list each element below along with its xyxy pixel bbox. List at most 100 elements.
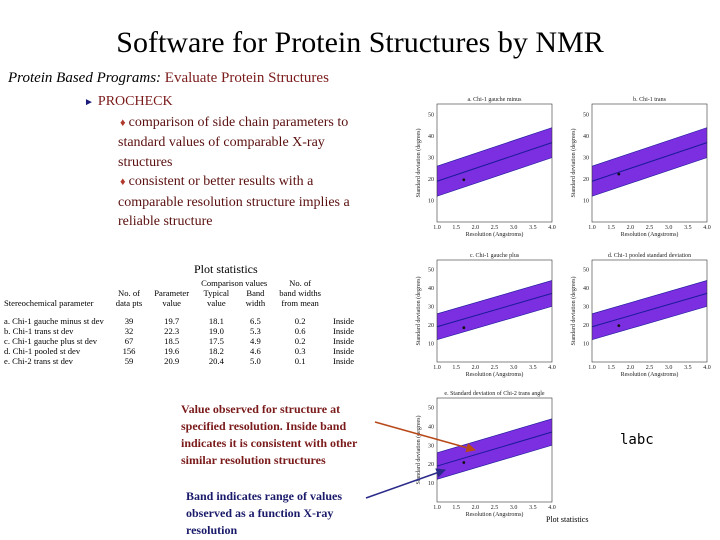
x-tick-label: 2.5 [491,505,499,511]
plot-frame [436,259,553,363]
plot-frame [436,103,553,223]
structure-point [617,172,621,176]
y-axis-label: Standard deviation (degrees) [570,129,577,198]
band-upper-line [591,127,708,167]
x-tick-label: 4.0 [548,225,556,231]
bullet-arrow-icon: ► [84,97,94,108]
y-tick-label: 10 [583,199,589,205]
y-tick-label: 10 [583,341,589,347]
x-tick-label: 3.0 [510,365,518,371]
band-lower-line [591,157,708,197]
y-tick-label: 50 [428,405,434,411]
plot-statistics-title: Plot statistics [194,262,258,276]
y-tick-label: 20 [583,177,589,183]
x-tick-label: 1.5 [452,365,460,371]
band-lower-line [436,157,553,197]
band-upper-line [591,280,708,315]
y-tick-label: 30 [428,443,434,449]
y-tick-label: 40 [583,286,589,292]
plot-frame [591,103,708,223]
x-tick-label: 3.0 [665,225,673,231]
x-tick-label: 3.5 [684,225,692,231]
table-header-row: No. of Parameter Typical Band band width… [118,288,322,298]
structure-point [462,178,466,182]
slide-subtitle: Protein Based Programs: Evaluate Protein… [8,70,329,87]
mean-line [436,431,553,467]
x-tick-label: 3.0 [510,225,518,231]
procheck-description: ► PROCHECK ♦ comparison of side chain para… [84,92,384,232]
band-lower-line [591,306,708,341]
bullet-line: comparison of side chain parameters to [128,114,349,130]
plot-title: e. Standard deviation of Chi-2 trans ang… [444,390,544,397]
x-tick-label: 1.0 [588,365,596,371]
slide-title: Software for Protein Structures by NMR [116,26,604,59]
diamond-bullet-icon: ♦ [120,176,126,188]
x-tick-label: 2.0 [472,365,480,371]
y-axis-label: Standard deviation (degrees) [415,129,422,198]
x-tick-label: 1.5 [452,505,460,511]
labc-label: labc [620,432,654,448]
structure-point [462,326,466,330]
x-tick-label: 1.0 [433,225,441,231]
y-tick-label: 50 [428,113,434,119]
x-tick-label: 1.5 [452,225,460,231]
y-tick-label: 10 [428,199,434,205]
callout-arrow-red [374,421,476,453]
comparison-values-header: Comparison values [201,278,268,288]
x-tick-label: 1.0 [433,505,441,511]
plot-title: d. Chi-1 pooled standard deviation [608,253,691,259]
x-tick-label: 2.5 [646,225,654,231]
table-row: a. Chi-1 gauche minus st dev 39 19.7 18.… [4,316,355,326]
y-tick-label: 20 [428,323,434,329]
y-tick-label: 50 [583,113,589,119]
bullet-item-2: ♦ consistent or better results with a com… [118,172,384,232]
x-tick-label: 2.5 [646,365,654,371]
bullet-item-1: ♦ comparison of side chain parameters to … [118,113,384,173]
x-tick-label: 4.0 [703,225,711,231]
y-tick-label: 40 [583,134,589,140]
plot-a: 10 20 30 40 50 1.0 1.5 2.0 2.5 3.0 3.5 4.0 a. Chi-1 … [415,97,556,238]
band-range-callout: Band indicates range of values observed … [186,489,343,537]
band-lower-line [436,444,553,480]
x-tick-label: 1.5 [607,225,615,231]
table-row: d. Chi-1 pooled st dev 156 19.6 18.2 4.6… [4,346,355,356]
subtitle-prefix: Protein Based Programs: [8,70,162,86]
y-tick-label: 40 [428,286,434,292]
x-tick-label: 3.5 [529,225,537,231]
callout-arrow-blue [365,468,446,499]
x-tick-label: 3.5 [684,365,692,371]
y-tick-label: 40 [428,134,434,140]
plot-title: a. Chi-1 gauche minus [468,97,523,103]
plot-d: 10 20 30 40 50 1.0 1.5 2.0 2.5 3.0 3.5 4.0 d. Chi-1 … [570,253,711,378]
bullet-line: reliable structure [118,214,213,229]
table-row: e. Chi-2 trans st dev 59 20.9 20.4 5.0 0… [4,356,355,366]
x-tick-label: 3.0 [665,365,673,371]
x-tick-label: 1.5 [607,365,615,371]
bullet-line: standard values of comparable X-ray [118,135,325,150]
x-tick-label: 3.5 [529,505,537,511]
y-tick-label: 40 [428,424,434,430]
mean-line [591,292,708,328]
y-axis-label: Standard deviation (degrees) [570,277,577,346]
x-axis-label: Resolution (Angstroms) [466,231,524,238]
x-tick-label: 2.0 [627,225,635,231]
plot-e: 10 20 30 40 50 1.0 1.5 2.0 2.5 3.0 3.5 4.0 e. Standa… [415,390,556,518]
x-tick-label: 2.0 [472,225,480,231]
y-tick-label: 30 [428,304,434,310]
program-name: PROCHECK [97,94,173,109]
x-axis-label: Resolution (Angstroms) [466,371,524,378]
mean-line [436,142,553,182]
band-lower-line [436,306,553,341]
y-tick-label: 20 [428,462,434,468]
y-axis-label: Standard deviation (degrees) [415,416,422,485]
mean-line [436,292,553,328]
inside-band-callout: Value observed for structure at specifie… [181,402,358,467]
x-tick-label: 4.0 [548,505,556,511]
structure-point [462,461,466,464]
x-tick-label: 4.0 [548,365,556,371]
y-tick-label: 10 [428,341,434,347]
x-tick-label: 2.5 [491,365,499,371]
x-tick-label: 2.0 [627,365,635,371]
plot-title: b. Chi-1 trans [633,97,666,103]
